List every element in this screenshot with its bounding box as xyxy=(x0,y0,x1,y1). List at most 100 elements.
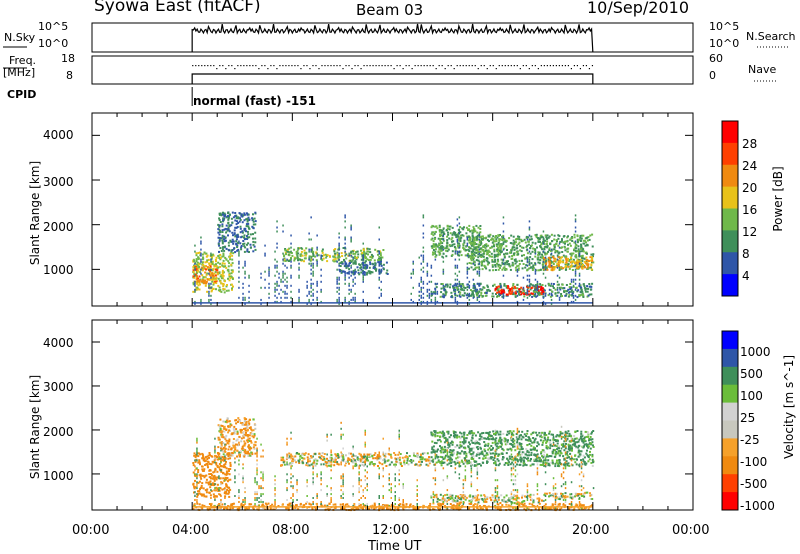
heat-cell-velocity-0 xyxy=(202,493,205,496)
heat-cell-velocity-3 xyxy=(478,453,481,456)
heat-cell-power-9 xyxy=(559,261,562,264)
heat-scatter-power xyxy=(260,272,262,275)
heat-cell-power-5 xyxy=(443,247,446,250)
heat-scatter-power xyxy=(578,284,581,287)
heat-cell-velocity-2 xyxy=(426,452,429,455)
heat-cell-power-2 xyxy=(219,231,222,234)
heat-cell-velocity-3 xyxy=(580,435,582,438)
heat-cell-power-0 xyxy=(211,262,214,265)
heat-cell-power-5 xyxy=(461,234,464,237)
heat-cell-power-7 xyxy=(557,291,559,294)
heat-cell-velocity-3 xyxy=(451,443,454,446)
heat-cell-power-3 xyxy=(322,254,325,257)
heat-cell-velocity-0 xyxy=(206,458,209,460)
heat-cell-velocity-1 xyxy=(224,451,227,453)
heat-cell-power-0 xyxy=(219,275,222,278)
heat-cell-velocity-3 xyxy=(459,431,461,434)
heat-cell-power-3 xyxy=(329,255,331,258)
heat-cell-power-6 xyxy=(525,237,528,239)
heat-cell-power-2 xyxy=(235,240,238,243)
heat-cell-power-6 xyxy=(531,258,534,261)
heat-cell-velocity-3 xyxy=(507,459,510,462)
heat-cell-velocity-3 xyxy=(571,457,573,460)
heat-cell-velocity-3 xyxy=(534,454,537,457)
heat-scatter-power xyxy=(534,288,537,291)
heat-cell-power-6 xyxy=(561,238,563,241)
heat-cell-velocity-1 xyxy=(233,425,236,428)
heat-cell-velocity-1 xyxy=(234,448,237,451)
heat-cell-power-6 xyxy=(519,245,522,248)
heat-scatter-power xyxy=(534,270,537,273)
heat-cell-velocity-3 xyxy=(587,446,590,449)
heat-cell-power-6 xyxy=(584,244,587,247)
heat-cell-velocity-3 xyxy=(543,433,546,436)
heat-cell-velocity-0 xyxy=(195,453,197,456)
heat-cell-power-3 xyxy=(315,259,318,262)
heat-cell-velocity-3 xyxy=(456,456,459,459)
heat-cell-velocity-0 xyxy=(193,452,196,455)
heat-cell-power-6 xyxy=(575,247,578,250)
heat-cell-power-6 xyxy=(506,249,508,251)
heat-cell-power-7 xyxy=(518,289,521,292)
heat-cell-velocity-3 xyxy=(449,442,452,445)
heat-cell-velocity-3 xyxy=(441,430,444,433)
heat-scatter-power xyxy=(344,236,346,239)
heat-cell-power-0 xyxy=(230,272,233,275)
heat-scatter-power xyxy=(362,242,364,245)
heat-scatter-power xyxy=(526,238,529,241)
heat-cell-velocity-3 xyxy=(440,446,443,449)
heat-scatter-power xyxy=(422,270,425,273)
heat-cell-power-6 xyxy=(539,235,542,238)
heat-cell-velocity-3 xyxy=(591,441,594,444)
heat-scatter-power xyxy=(574,278,577,281)
heat-cell-power-9 xyxy=(549,266,552,269)
heat-cell-velocity-2 xyxy=(423,458,426,461)
heat-cell-power-6 xyxy=(475,235,478,238)
heat-cell-power-0 xyxy=(228,279,231,282)
heat-scatter-power xyxy=(344,238,346,241)
heat-cell-power-6 xyxy=(581,259,584,262)
heat-cell-power-0 xyxy=(212,287,215,290)
heat-scatter-power xyxy=(426,274,429,277)
heat-cell-power-6 xyxy=(470,262,473,265)
heat-cell-velocity-3 xyxy=(510,458,513,461)
heat-scatter-power xyxy=(194,268,196,271)
heat-cell-power-5 xyxy=(451,244,454,247)
heat-cell-velocity-3 xyxy=(544,438,547,441)
heat-scatter-power xyxy=(420,254,422,257)
heat-cell-power-7 xyxy=(456,288,459,291)
heat-scatter-power xyxy=(264,254,266,257)
heat-scatter-power xyxy=(378,270,380,273)
heat-cell-velocity-3 xyxy=(478,438,481,441)
heat-cell-velocity-1 xyxy=(247,444,250,447)
heat-scatter-power xyxy=(210,268,212,271)
heat-cell-velocity-1 xyxy=(253,443,256,446)
heat-scatter-power xyxy=(422,254,425,257)
heat-cell-power-0 xyxy=(204,284,207,287)
heat-cell-power-7 xyxy=(450,295,453,298)
heat-cell-power-3 xyxy=(288,254,291,257)
heat-cell-power-6 xyxy=(482,237,485,239)
heat-cell-power-2 xyxy=(246,225,249,228)
heat-cell-power-7 xyxy=(450,291,453,294)
heat-cell-velocity-2 xyxy=(320,454,323,457)
heat-scatter-power xyxy=(350,288,352,291)
heat-scatter-power xyxy=(574,268,577,271)
heat-cell-power-1 xyxy=(195,275,198,278)
heat-cell-power-9 xyxy=(582,264,584,266)
heat-cell-velocity-1 xyxy=(236,432,239,435)
heat-scatter-power xyxy=(348,282,350,285)
heat-scatter-power xyxy=(312,262,314,265)
heat-cell-velocity-3 xyxy=(545,440,548,443)
heat-cell-velocity-3 xyxy=(566,454,569,457)
heat-cell-power-7 xyxy=(568,291,570,294)
heat-cell-power-0 xyxy=(196,261,199,264)
heat-cell-velocity-2 xyxy=(327,459,330,462)
heat-scatter-power xyxy=(362,256,364,259)
heat-cell-power-4 xyxy=(374,262,377,265)
heat-cell-velocity-3 xyxy=(494,441,497,444)
heat-cell-power-7 xyxy=(563,291,566,293)
heat-cell-power-6 xyxy=(496,262,498,265)
heat-cell-power-1 xyxy=(203,281,206,284)
heat-scatter-power xyxy=(430,264,433,267)
